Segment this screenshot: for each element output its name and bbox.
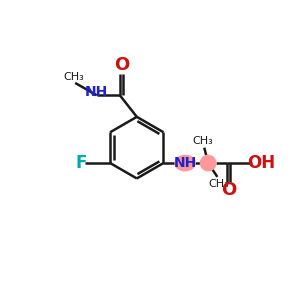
Text: NH: NH (84, 85, 108, 99)
Text: CH₃: CH₃ (63, 72, 84, 82)
Text: NH: NH (173, 156, 197, 170)
Ellipse shape (175, 155, 195, 171)
Text: OH: OH (247, 154, 275, 172)
Text: O: O (114, 56, 129, 74)
Text: CH₃: CH₃ (192, 136, 213, 146)
Ellipse shape (200, 155, 216, 171)
Text: CH₃: CH₃ (208, 179, 229, 189)
Text: F: F (75, 154, 87, 172)
Text: O: O (221, 181, 237, 199)
